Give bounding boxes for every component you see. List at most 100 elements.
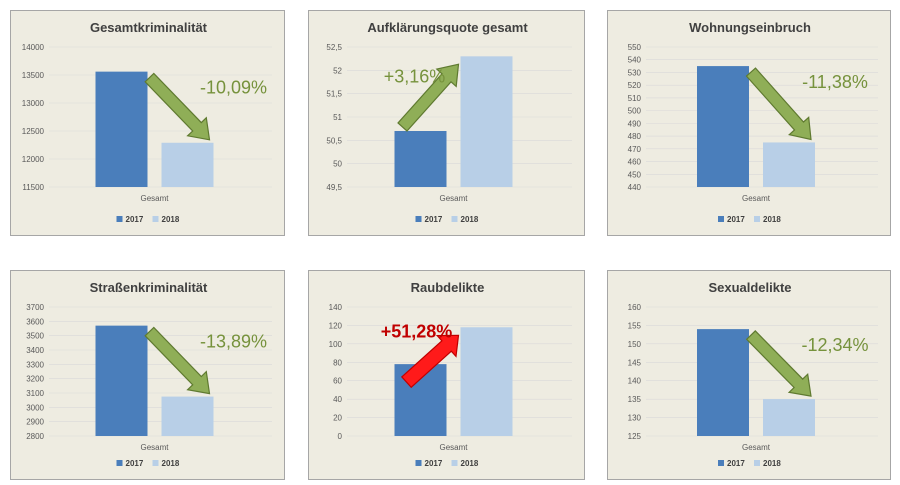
y-tick-label: 20 — [333, 414, 342, 423]
y-tick-label: 3100 — [26, 389, 44, 398]
legend-label: 2018 — [162, 459, 180, 468]
y-tick-label: 3600 — [26, 317, 44, 326]
y-tick-label: 530 — [628, 68, 642, 77]
chart-title: Wohnungseinbruch — [689, 20, 811, 35]
legend-swatch — [754, 216, 760, 222]
chart-panel: Raubdelikte 0 20 40 60 80 100 120 140 Gesamt 2017 2… — [308, 270, 585, 480]
chart-panel: Straßenkriminalität 2800 2900 3000 3100 3200 3… — [10, 270, 285, 480]
y-tick-label: 140 — [329, 303, 343, 312]
x-category-label: Gesamt — [439, 194, 468, 203]
y-tick-label: 3200 — [26, 375, 44, 384]
y-tick-label: 3300 — [26, 360, 44, 369]
green-arrow-down-icon — [745, 330, 812, 397]
y-tick-label: 11500 — [22, 183, 44, 192]
y-tick-label: 520 — [628, 81, 642, 90]
y-tick-label: 145 — [628, 358, 642, 367]
legend-label: 2017 — [727, 459, 745, 468]
legend-label: 2018 — [763, 215, 781, 224]
chart-svg: Wohnungseinbruch 440 450 460 470 480 490 500 510… — [628, 20, 878, 224]
chart-title: Raubdelikte — [411, 280, 485, 295]
chart-title: Straßenkriminalität — [90, 280, 208, 295]
legend-swatch — [451, 460, 458, 466]
chart-svg: Raubdelikte 0 20 40 60 80 100 120 140 Gesamt 2017 2… — [329, 280, 572, 468]
y-tick-label: 52 — [333, 66, 342, 75]
green-arrow-down-icon — [745, 67, 812, 141]
legend-swatch — [116, 460, 123, 466]
y-tick-label: 0 — [338, 432, 343, 441]
chart-title: Sexualdelikte — [708, 280, 791, 295]
change-annotation: -10,09% — [200, 78, 267, 98]
y-tick-label: 440 — [628, 183, 642, 192]
y-tick-label: 3000 — [26, 403, 44, 412]
y-tick-label: 120 — [329, 321, 343, 330]
legend-label: 2017 — [425, 459, 443, 468]
change-annotation: +3,16% — [384, 66, 446, 86]
y-tick-label: 12000 — [22, 155, 45, 164]
green-arrow-down-icon — [144, 326, 211, 395]
bar-2018 — [763, 142, 815, 187]
bar-2018 — [161, 396, 214, 436]
y-tick-label: 500 — [628, 107, 642, 116]
change-annotation: -11,38% — [802, 72, 868, 92]
bar-2017 — [697, 329, 749, 436]
y-tick-label: 150 — [628, 340, 642, 349]
bar-2017 — [697, 66, 749, 187]
y-tick-label: 51,5 — [326, 90, 342, 99]
y-tick-label: 51 — [333, 113, 342, 122]
x-category-label: Gesamt — [140, 443, 169, 452]
green-arrow-up-icon — [397, 63, 460, 132]
legend-label: 2017 — [126, 459, 144, 468]
x-category-label: Gesamt — [742, 194, 771, 203]
y-tick-label: 140 — [628, 377, 642, 386]
legend-label: 2017 — [126, 215, 144, 224]
y-tick-label: 13500 — [22, 71, 45, 80]
y-tick-label: 540 — [628, 56, 642, 65]
y-tick-label: 12500 — [22, 127, 45, 136]
y-tick-label: 470 — [628, 145, 642, 154]
legend-swatch — [754, 460, 760, 466]
y-tick-label: 49,5 — [326, 183, 342, 192]
legend-swatch — [718, 216, 724, 222]
chart-title: Gesamtkriminalität — [90, 20, 208, 35]
legend-swatch — [718, 460, 724, 466]
legend-label: 2017 — [727, 215, 745, 224]
bar-2017 — [394, 131, 447, 187]
y-tick-label: 80 — [333, 358, 342, 367]
chart-svg: Aufklärungsquote gesamt 49,5 50 50,5 51 51,5 5… — [326, 20, 572, 224]
y-tick-label: 2800 — [26, 432, 44, 441]
legend-swatch — [152, 460, 159, 466]
bar-2018 — [460, 56, 513, 188]
legend-swatch — [152, 216, 159, 222]
y-tick-label: 60 — [333, 377, 342, 386]
y-tick-label: 135 — [628, 395, 642, 404]
y-tick-label: 3700 — [26, 303, 44, 312]
bar-2017 — [95, 325, 148, 436]
chart-svg: Straßenkriminalität 2800 2900 3000 3100 3200 3… — [26, 280, 272, 468]
legend-swatch — [116, 216, 123, 222]
y-tick-label: 160 — [628, 303, 642, 312]
change-annotation: -12,34% — [801, 335, 868, 355]
y-tick-label: 550 — [628, 43, 642, 52]
y-tick-label: 50 — [333, 160, 342, 169]
y-tick-label: 460 — [628, 158, 642, 167]
legend-label: 2018 — [461, 215, 479, 224]
y-tick-label: 130 — [628, 414, 642, 423]
bar-2018 — [763, 399, 815, 436]
y-tick-label: 14000 — [22, 43, 45, 52]
legend-swatch — [415, 460, 422, 466]
chart-panel: Aufklärungsquote gesamt 49,5 50 50,5 51 51,5 5… — [308, 10, 585, 236]
chart-panel: Wohnungseinbruch 440 450 460 470 480 490 500 510… — [607, 10, 891, 236]
y-tick-label: 125 — [628, 432, 642, 441]
y-tick-label: 480 — [628, 132, 642, 141]
y-tick-label: 50,5 — [326, 136, 342, 145]
y-tick-label: 450 — [628, 170, 642, 179]
chart-panel: Gesamtkriminalität 11500 12000 12500 13000 13… — [10, 10, 285, 236]
bar-2017 — [95, 71, 148, 187]
y-tick-label: 2900 — [26, 418, 44, 427]
bar-2018 — [161, 142, 214, 187]
y-tick-label: 13000 — [22, 99, 45, 108]
legend-label: 2018 — [461, 459, 479, 468]
y-tick-label: 100 — [329, 340, 343, 349]
y-tick-label: 3400 — [26, 346, 44, 355]
x-category-label: Gesamt — [742, 443, 771, 452]
